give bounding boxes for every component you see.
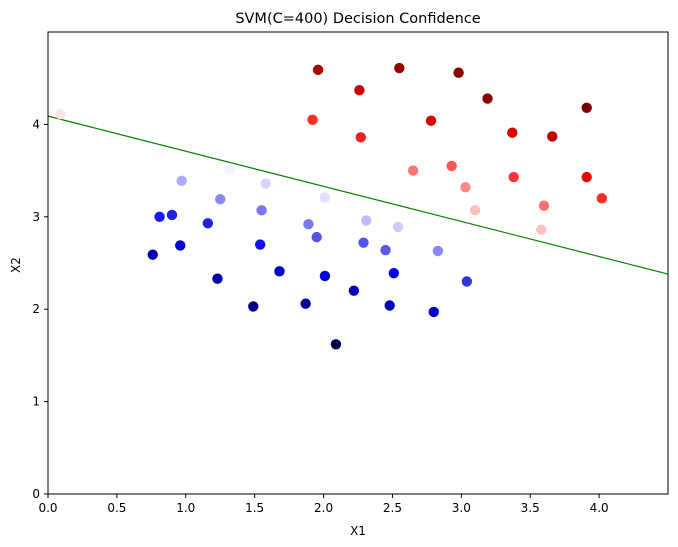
data-point [428, 306, 439, 318]
x-tick-label: 3.5 [521, 501, 540, 515]
plot-background [48, 32, 668, 494]
data-point [407, 165, 419, 176]
chart-title: SVM(C=400) Decision Confidence [235, 11, 480, 27]
data-point [55, 109, 66, 120]
x-tick-label: 0.5 [107, 501, 126, 515]
data-point [312, 64, 324, 76]
data-point [154, 211, 165, 222]
data-point [307, 114, 318, 125]
data-point [453, 67, 464, 78]
data-point [254, 239, 266, 250]
x-tick-label: 0.0 [38, 501, 57, 515]
data-point [361, 215, 372, 226]
data-point [507, 127, 518, 138]
y-tick-label: 1 [32, 395, 40, 409]
data-point [176, 175, 187, 186]
data-point [319, 192, 331, 203]
data-point [394, 62, 405, 74]
x-tick-label: 2.0 [314, 501, 333, 515]
data-point [384, 300, 395, 311]
data-point [224, 164, 236, 175]
data-point [303, 218, 314, 230]
data-point [215, 194, 226, 205]
y-axis-label: X2 [9, 257, 23, 273]
x-tick-label: 3.0 [452, 501, 471, 515]
data-point [446, 160, 457, 172]
data-point [547, 131, 558, 142]
data-point [348, 285, 360, 296]
axes: 0.0 0.5 1.0 1.5 2.0 2.5 3.0 3.5 4.0 0 1 2 3 4 [32, 31, 669, 515]
data-point [147, 249, 158, 260]
y-tick-label: 4 [32, 117, 40, 131]
data-point [311, 231, 322, 243]
data-point [212, 273, 223, 284]
plot-area [48, 32, 668, 494]
data-point [256, 205, 267, 216]
data-point [461, 276, 473, 287]
data-point [319, 270, 331, 282]
data-point [581, 102, 592, 113]
data-point [460, 182, 471, 193]
data-point [358, 237, 369, 248]
data-point [330, 339, 342, 350]
x-tick-label: 4.0 [590, 501, 609, 515]
data-point [355, 132, 366, 143]
data-point [388, 267, 400, 279]
data-point [536, 224, 547, 235]
data-point [425, 115, 437, 126]
x-axis-label: X1 [350, 524, 366, 538]
data-point [432, 245, 444, 257]
plot-frame [47, 31, 669, 495]
y-tick-label: 2 [32, 302, 40, 316]
data-point [274, 266, 285, 277]
data-point [248, 301, 259, 312]
x-tick-label: 1.0 [176, 501, 195, 515]
data-point [538, 200, 550, 211]
y-tick-label: 3 [32, 210, 40, 224]
data-point [354, 85, 365, 96]
x-tick-label: 2.5 [383, 501, 402, 515]
data-point [260, 178, 271, 189]
data-point [392, 221, 404, 233]
data-point [166, 209, 178, 221]
data-point [581, 171, 592, 183]
data-point [175, 240, 186, 251]
data-point [482, 93, 493, 104]
decision-boundary-line [48, 115, 668, 275]
data-point [508, 171, 519, 183]
data-point [380, 244, 391, 256]
data-point [202, 218, 214, 229]
data-point [596, 193, 608, 204]
data-point [300, 298, 311, 309]
data-point [469, 205, 481, 216]
x-tick-label: 1.5 [245, 501, 264, 515]
y-tick-label: 0 [32, 487, 40, 501]
